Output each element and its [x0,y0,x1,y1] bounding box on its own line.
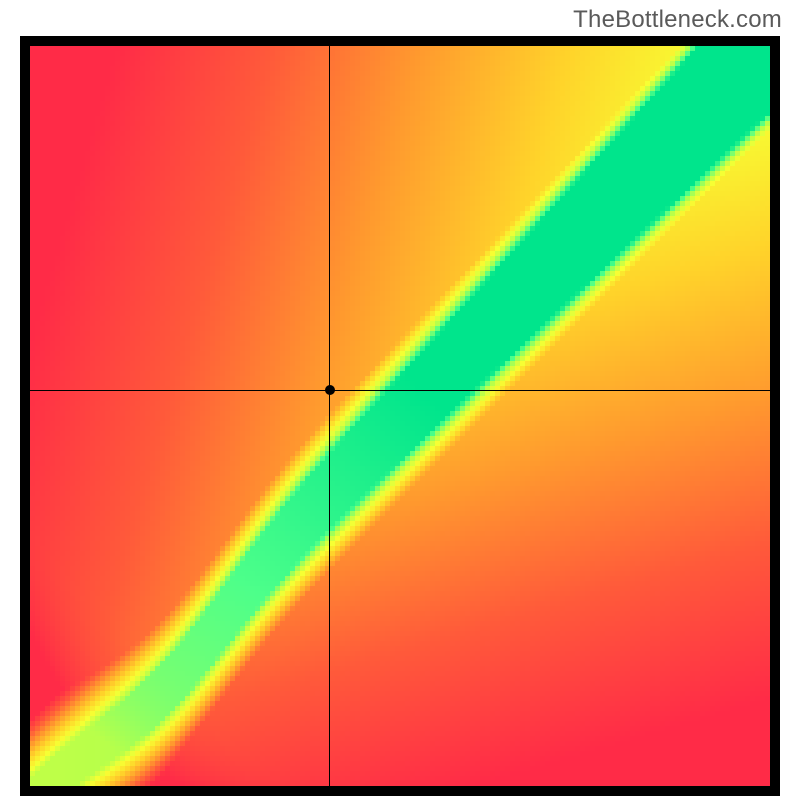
crosshair-horizontal [30,390,770,391]
heatmap-frame [20,36,780,796]
crosshair-vertical [329,46,330,786]
watermark-text: TheBottleneck.com [573,6,782,34]
crosshair-marker [325,385,335,395]
heatmap-canvas [30,46,770,786]
